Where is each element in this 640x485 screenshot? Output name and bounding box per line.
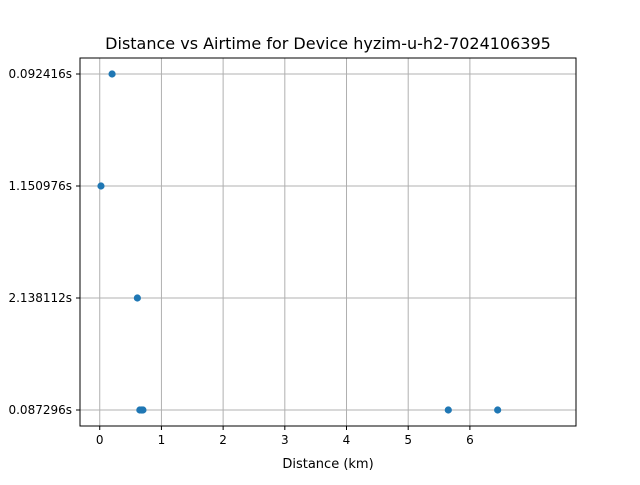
scatter-point	[494, 406, 502, 414]
x-tick-label: 3	[281, 433, 289, 447]
scatter-point	[444, 406, 452, 414]
y-tick-label: 0.087296s	[8, 403, 72, 417]
x-axis-label: Distance (km)	[282, 457, 373, 472]
plot-frame	[79, 57, 577, 427]
x-tick-label: 1	[158, 433, 166, 447]
chart-title: Distance vs Airtime for Device hyzim-u-h…	[105, 34, 551, 53]
x-tick-label: 2	[219, 433, 227, 447]
y-tick-label: 2.138112s	[8, 291, 72, 305]
data-points	[97, 70, 502, 414]
scatter-point	[133, 294, 141, 302]
x-tick-label: 0	[96, 433, 104, 447]
y-tick-label: 1.150976s	[8, 179, 72, 193]
x-tick-label: 5	[404, 433, 412, 447]
x-tick-label: 4	[343, 433, 351, 447]
scatter-point	[97, 182, 105, 190]
y-tick-label: 0.092416s	[8, 67, 72, 81]
scatter-point	[108, 70, 116, 78]
axis-ticks: 0 1 2 3 4 5 6 0.087296s 2.138112s 1.150976s 0.0924…	[8, 67, 473, 447]
scatter-point	[139, 406, 147, 414]
x-tick-label: 6	[466, 433, 474, 447]
grid-lines	[80, 58, 576, 426]
